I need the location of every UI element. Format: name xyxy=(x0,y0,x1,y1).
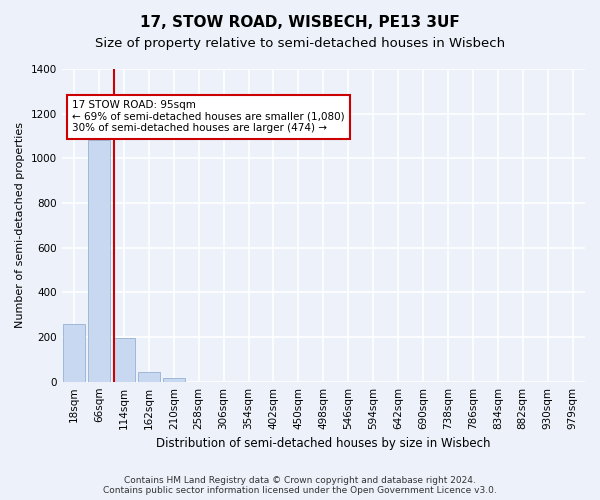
Y-axis label: Number of semi-detached properties: Number of semi-detached properties xyxy=(15,122,25,328)
Bar xyxy=(137,372,160,382)
Bar xyxy=(88,140,110,382)
Text: Size of property relative to semi-detached houses in Wisbech: Size of property relative to semi-detach… xyxy=(95,38,505,51)
Bar xyxy=(163,378,185,382)
Text: Contains HM Land Registry data © Crown copyright and database right 2024.
Contai: Contains HM Land Registry data © Crown c… xyxy=(103,476,497,495)
Bar xyxy=(63,324,85,382)
X-axis label: Distribution of semi-detached houses by size in Wisbech: Distribution of semi-detached houses by … xyxy=(156,437,491,450)
Text: 17 STOW ROAD: 95sqm
← 69% of semi-detached houses are smaller (1,080)
30% of sem: 17 STOW ROAD: 95sqm ← 69% of semi-detach… xyxy=(72,100,345,134)
Text: 17, STOW ROAD, WISBECH, PE13 3UF: 17, STOW ROAD, WISBECH, PE13 3UF xyxy=(140,15,460,30)
Bar xyxy=(113,338,135,382)
